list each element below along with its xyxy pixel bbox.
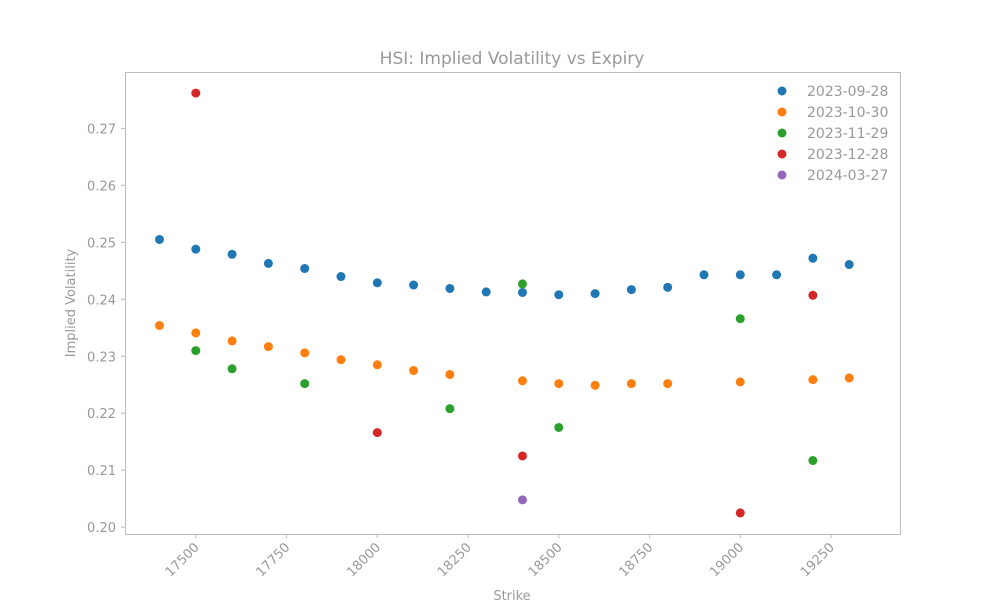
- x-tick-label: 18250: [435, 540, 475, 580]
- legend-label: 2023-11-29: [807, 126, 888, 142]
- y-tick-label: 0.25: [87, 236, 116, 251]
- data-point: [263, 342, 273, 352]
- data-point: [191, 328, 201, 338]
- data-point: [481, 287, 491, 297]
- data-point: [191, 346, 201, 356]
- x-tick-label: 19250: [798, 540, 838, 580]
- plot-area: [125, 72, 901, 535]
- data-point: [336, 355, 346, 365]
- data-point: [808, 253, 818, 263]
- data-point: [445, 283, 455, 293]
- data-point: [227, 336, 237, 346]
- legend-label: 2024-03-27: [807, 168, 888, 184]
- data-point: [372, 428, 382, 438]
- data-point: [772, 270, 782, 280]
- data-point: [154, 234, 164, 244]
- data-point: [191, 88, 201, 98]
- x-tick-label: 19000: [707, 540, 747, 580]
- data-point: [554, 422, 564, 432]
- data-point: [191, 244, 201, 254]
- y-tick-label: 0.20: [87, 521, 116, 536]
- x-tick-label: 18500: [526, 540, 566, 580]
- legend-marker: [777, 128, 787, 138]
- data-point: [372, 278, 382, 288]
- data-point: [300, 264, 310, 274]
- x-tick-label: 18750: [617, 540, 657, 580]
- legend: 2023-09-28 2023-10-30 2023-11-29 2023-12-28…: [777, 84, 888, 184]
- data-point: [626, 379, 636, 389]
- legend-label: 2023-12-28: [807, 147, 888, 163]
- legend-marker: [777, 107, 787, 117]
- data-point: [808, 290, 818, 300]
- data-point: [300, 348, 310, 358]
- data-point: [735, 377, 745, 387]
- data-point: [844, 373, 854, 383]
- legend-label: 2023-10-30: [807, 105, 888, 121]
- data-point: [227, 364, 237, 374]
- data-point: [154, 321, 164, 331]
- data-point: [590, 289, 600, 299]
- y-axis-label: Implied Volatility: [64, 248, 79, 357]
- data-point: [554, 290, 564, 300]
- data-point: [844, 260, 854, 270]
- data-point: [663, 379, 673, 389]
- data-point: [735, 270, 745, 280]
- legend-marker: [777, 86, 787, 96]
- data-point: [517, 451, 527, 461]
- data-point: [735, 508, 745, 518]
- data-point: [409, 280, 419, 290]
- y-tick-label: 0.27: [87, 122, 116, 137]
- y-tick-label: 0.21: [87, 464, 116, 479]
- data-point: [663, 282, 673, 292]
- data-point: [590, 380, 600, 390]
- data-point: [517, 376, 527, 386]
- y-tick-label: 0.22: [87, 407, 116, 422]
- x-axis: 17500 17750 18000 18250 18500 18750 19000 19250: [163, 534, 838, 580]
- data-point: [808, 456, 818, 466]
- data-point: [445, 369, 455, 379]
- x-tick-label: 17750: [254, 540, 294, 580]
- legend-marker: [777, 170, 787, 180]
- chart-title: HSI: Implied Volatility vs Expiry: [380, 49, 645, 69]
- data-point: [263, 258, 273, 268]
- x-tick-label: 18000: [344, 540, 384, 580]
- y-axis: 0.20 0.21 0.22 0.23 0.24 0.25 0.26 0.27: [87, 122, 125, 536]
- data-point: [517, 279, 527, 289]
- data-point: [336, 272, 346, 282]
- data-point: [409, 366, 419, 376]
- data-point: [227, 249, 237, 259]
- y-tick-label: 0.23: [87, 350, 116, 365]
- data-point: [699, 270, 709, 280]
- data-point: [372, 360, 382, 370]
- legend-label: 2023-09-28: [807, 84, 888, 100]
- data-point: [554, 379, 564, 389]
- data-point: [445, 404, 455, 414]
- data-point: [626, 285, 636, 295]
- x-axis-label: Strike: [493, 589, 530, 600]
- data-point: [300, 379, 310, 389]
- legend-marker: [777, 149, 787, 159]
- data-point: [808, 375, 818, 385]
- y-tick-label: 0.24: [87, 293, 116, 308]
- data-point: [517, 287, 527, 297]
- data-point: [517, 495, 527, 505]
- data-points: [154, 88, 854, 518]
- x-tick-label: 17500: [163, 540, 203, 580]
- data-point: [735, 314, 745, 324]
- y-tick-label: 0.26: [87, 179, 116, 194]
